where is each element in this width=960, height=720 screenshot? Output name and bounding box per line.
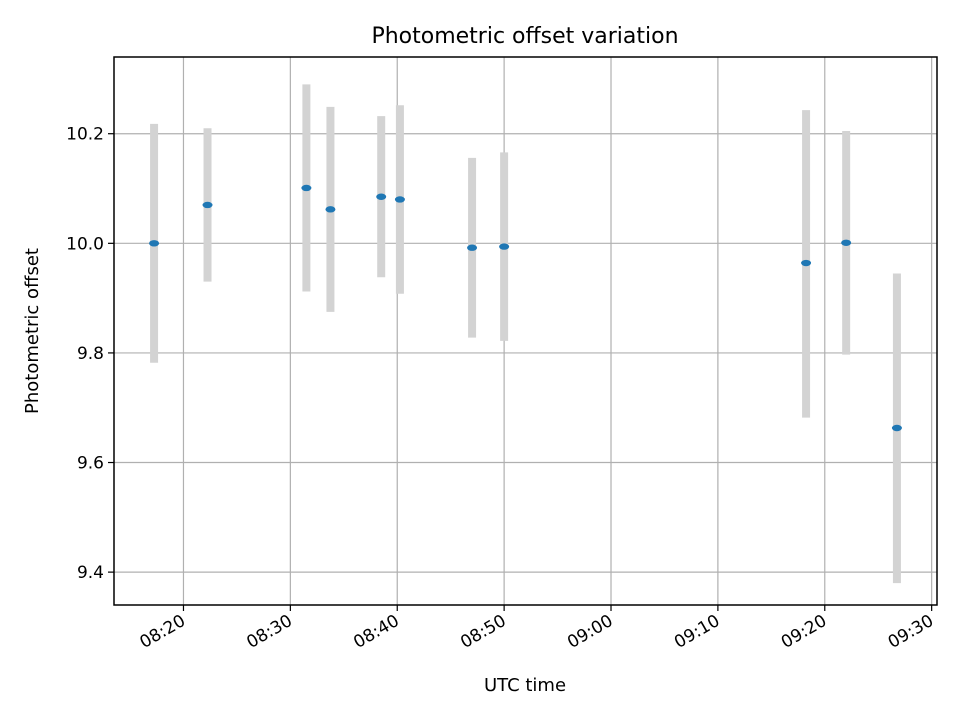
data-point [499, 243, 510, 250]
x-tick-label: 09:20 [778, 611, 830, 653]
data-point [801, 259, 812, 267]
error-bars [150, 84, 901, 584]
x-tick-label: 09:10 [671, 611, 723, 653]
y-tick-label: 10.0 [66, 234, 104, 254]
y-tick-label: 9.6 [77, 454, 104, 474]
y-tick-label: 10.2 [66, 125, 104, 145]
x-tick-label: 08:40 [350, 611, 402, 653]
data-point [149, 240, 160, 247]
y-tick-label: 9.8 [77, 344, 104, 364]
chart-title: Photometric offset variation [371, 24, 678, 49]
data-point [891, 424, 902, 432]
y-axis-label: Photometric offset [22, 248, 43, 414]
y-tick-label: 9.4 [77, 563, 104, 583]
data-point [325, 206, 336, 213]
data-points [149, 184, 902, 432]
data-point [376, 193, 387, 200]
plot-frame [113, 56, 938, 606]
data-point [841, 239, 852, 246]
x-axis-label: UTC time [484, 675, 566, 696]
y-axis-ticks: 9.4 9.6 9.8 10.0 10.2 [66, 125, 114, 583]
data-point [394, 196, 405, 203]
x-tick-label: 08:30 [243, 611, 295, 653]
x-tick-label: 09:00 [564, 611, 616, 653]
x-tick-label: 08:20 [137, 611, 189, 653]
x-tick-label: 09:30 [885, 611, 937, 653]
x-axis-ticks: 08:20 08:30 08:40 08:50 09:00 09:10 09:20 09:30 [137, 605, 937, 653]
data-point [301, 184, 312, 192]
data-point [467, 244, 478, 251]
x-tick-label: 08:50 [457, 611, 509, 653]
data-point [202, 201, 213, 209]
grid-lines [114, 57, 937, 605]
